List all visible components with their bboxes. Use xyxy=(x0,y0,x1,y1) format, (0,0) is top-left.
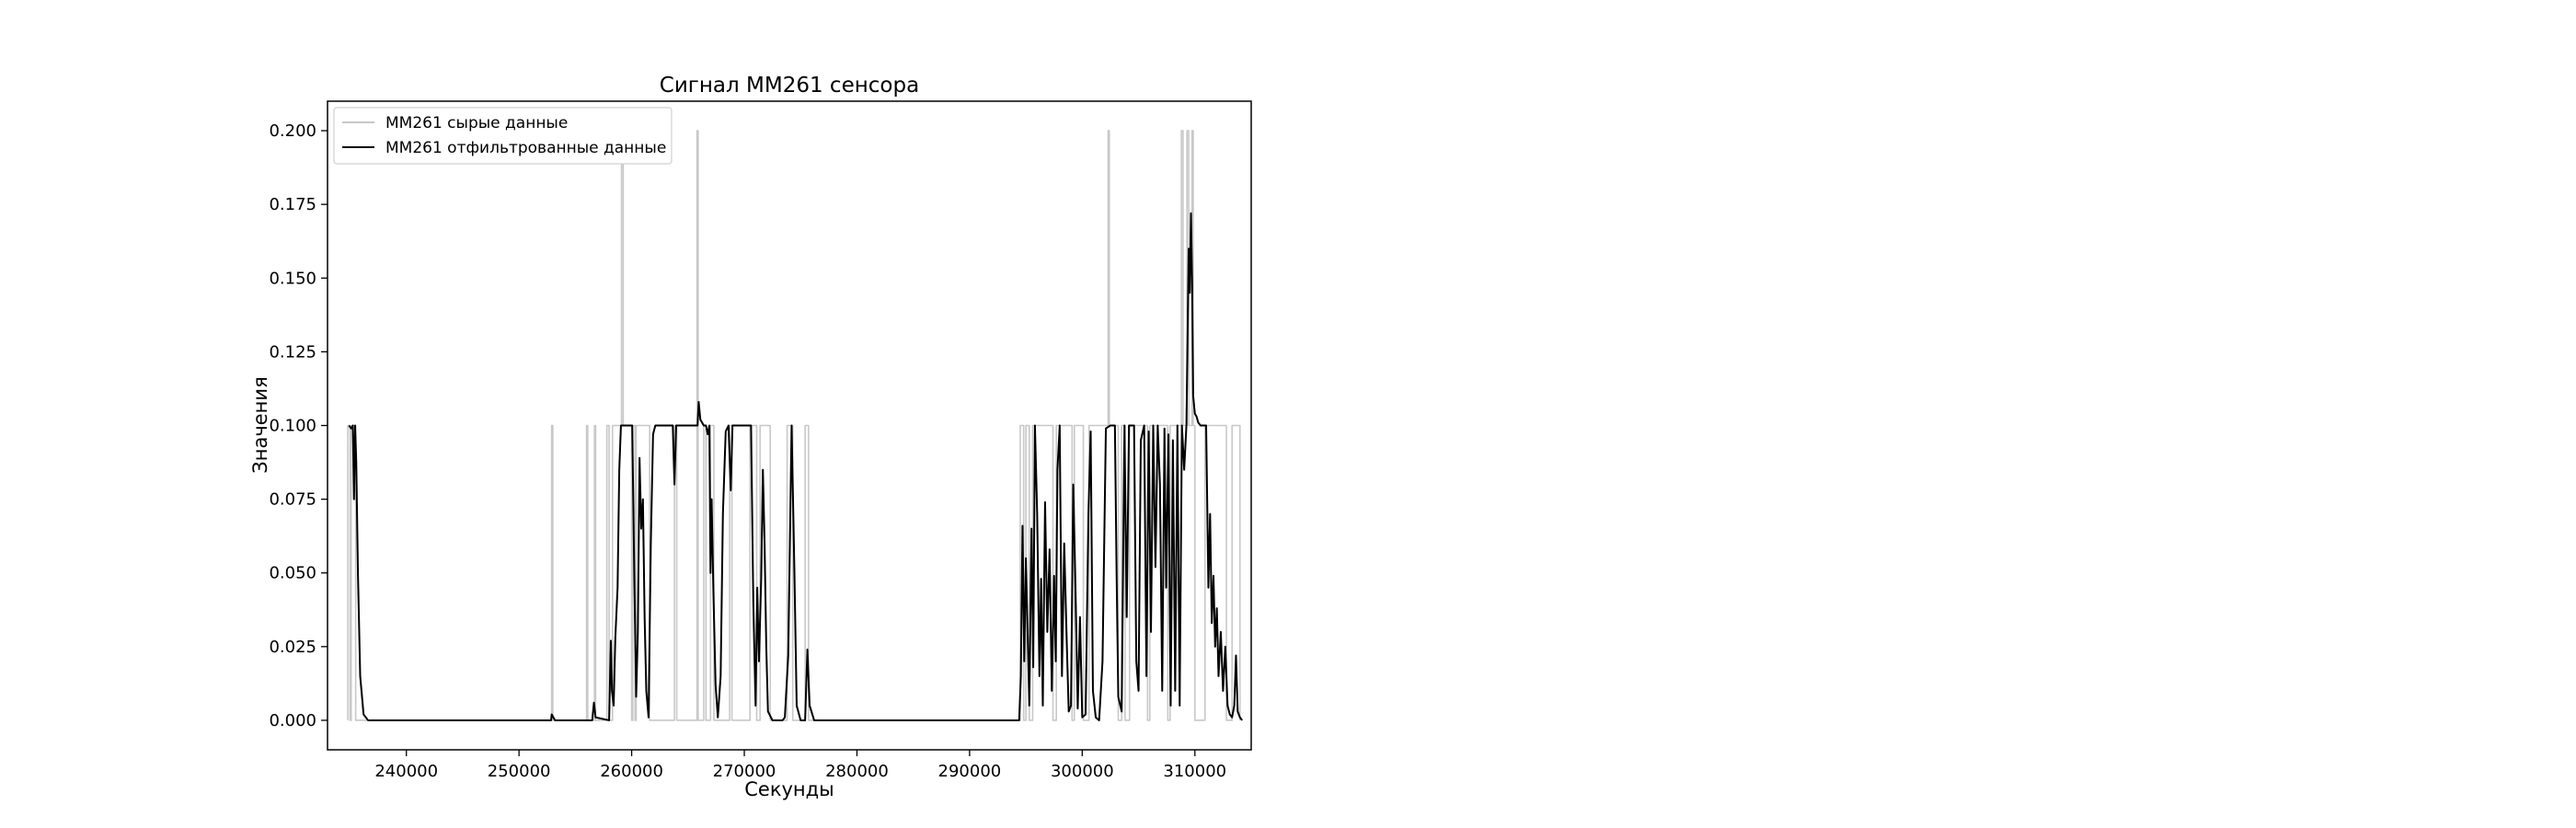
y-tick-label: 0.000 xyxy=(269,711,316,730)
x-axis: 240000 250000 260000 270000 280000 290000 3000… xyxy=(374,750,1226,781)
x-tick-label: 260000 xyxy=(600,762,663,781)
x-tick-label: 280000 xyxy=(825,762,889,781)
plot-frame xyxy=(327,100,1252,751)
y-axis: 0.000 0.025 0.050 0.075 0.100 0.125 0.150 0.175… xyxy=(269,121,328,730)
x-tick-label: 250000 xyxy=(488,762,551,781)
legend-label-raw: ММ261 сырые данные xyxy=(385,114,568,132)
x-axis-title: Секунды xyxy=(744,778,834,800)
y-tick-label: 0.125 xyxy=(269,342,316,362)
y-axis-title: Значения xyxy=(249,376,271,473)
x-tick-label: 240000 xyxy=(374,762,438,781)
legend-label-filtered: ММ261 отфильтрованные данные xyxy=(385,139,666,157)
x-tick-label: 310000 xyxy=(1163,762,1226,781)
y-tick-label: 0.100 xyxy=(269,417,316,436)
y-tick-label: 0.075 xyxy=(269,490,316,510)
plot-area xyxy=(347,130,1243,721)
x-tick-label: 300000 xyxy=(1051,762,1114,781)
y-tick-label: 0.025 xyxy=(269,638,316,657)
legend-box xyxy=(333,107,673,165)
series-line-filtered xyxy=(348,212,1243,721)
x-tick-label: 290000 xyxy=(938,762,1002,781)
y-tick-label: 0.150 xyxy=(269,269,316,288)
y-tick-label: 0.200 xyxy=(269,121,316,141)
x-tick-label: 270000 xyxy=(713,762,776,781)
y-tick-label: 0.050 xyxy=(269,564,316,583)
series-line-raw xyxy=(347,130,1241,721)
y-tick-label: 0.175 xyxy=(269,195,316,214)
chart-title: Сигнал ММ261 сенсора xyxy=(660,74,919,98)
legend: ММ261 сырые данные ММ261 отфильтрованные… xyxy=(333,107,673,165)
